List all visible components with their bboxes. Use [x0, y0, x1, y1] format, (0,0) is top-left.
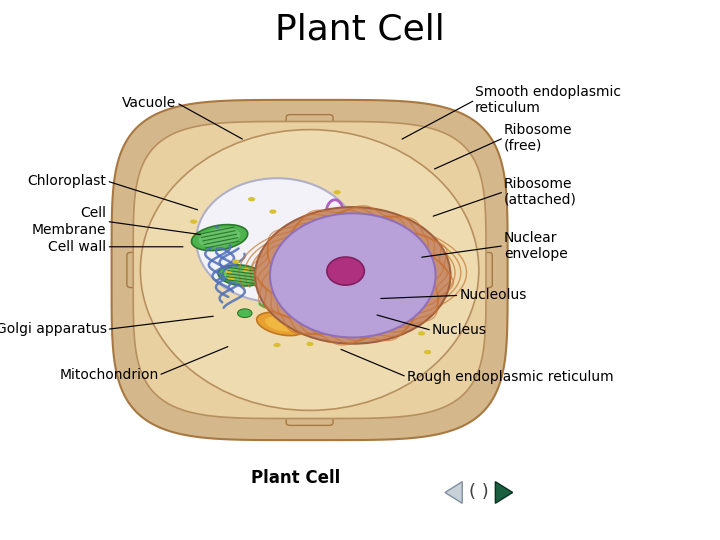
Ellipse shape — [308, 310, 347, 327]
Text: Golgi apparatus: Golgi apparatus — [0, 322, 107, 336]
Text: Cell wall: Cell wall — [48, 240, 107, 254]
Ellipse shape — [405, 251, 420, 260]
Polygon shape — [495, 482, 513, 503]
Text: Ribosome
(free): Ribosome (free) — [504, 123, 572, 153]
Ellipse shape — [327, 257, 364, 285]
Ellipse shape — [353, 293, 367, 301]
Ellipse shape — [352, 273, 359, 278]
Ellipse shape — [190, 219, 197, 224]
Ellipse shape — [402, 267, 423, 279]
Ellipse shape — [271, 272, 279, 276]
FancyBboxPatch shape — [464, 252, 492, 287]
Ellipse shape — [349, 290, 356, 294]
Text: Plant Cell: Plant Cell — [251, 469, 340, 487]
Ellipse shape — [399, 240, 419, 252]
Ellipse shape — [265, 316, 297, 332]
Ellipse shape — [408, 264, 423, 274]
Ellipse shape — [196, 178, 359, 302]
Ellipse shape — [346, 314, 360, 323]
Ellipse shape — [233, 259, 240, 264]
Ellipse shape — [238, 309, 252, 318]
Text: Mitochondrion: Mitochondrion — [59, 368, 158, 382]
Ellipse shape — [255, 207, 451, 344]
Ellipse shape — [405, 291, 421, 301]
Polygon shape — [112, 100, 508, 440]
Ellipse shape — [225, 269, 233, 274]
Text: Nucleus: Nucleus — [432, 323, 487, 338]
Polygon shape — [445, 482, 462, 503]
Ellipse shape — [224, 267, 258, 284]
Ellipse shape — [424, 350, 431, 354]
Ellipse shape — [326, 307, 333, 311]
Ellipse shape — [293, 293, 300, 298]
Ellipse shape — [248, 197, 255, 201]
Ellipse shape — [408, 278, 424, 287]
Ellipse shape — [228, 276, 235, 280]
FancyBboxPatch shape — [163, 368, 198, 394]
Polygon shape — [133, 122, 486, 418]
Text: Cell
Membrane: Cell Membrane — [32, 206, 107, 237]
FancyBboxPatch shape — [163, 146, 198, 172]
Text: Smooth endoplasmic
reticulum: Smooth endoplasmic reticulum — [475, 85, 621, 115]
FancyBboxPatch shape — [287, 404, 333, 426]
Ellipse shape — [379, 300, 387, 305]
Ellipse shape — [243, 268, 250, 272]
Ellipse shape — [402, 253, 422, 265]
Ellipse shape — [342, 285, 356, 293]
FancyBboxPatch shape — [421, 368, 456, 394]
Ellipse shape — [400, 280, 420, 292]
Ellipse shape — [437, 261, 444, 266]
Ellipse shape — [192, 225, 248, 251]
FancyBboxPatch shape — [287, 114, 333, 136]
Text: Chloroplast: Chloroplast — [27, 174, 107, 188]
Ellipse shape — [289, 229, 297, 233]
Text: Ribosome
(attached): Ribosome (attached) — [504, 177, 577, 207]
Ellipse shape — [333, 190, 341, 194]
Text: Nuclear
envelope: Nuclear envelope — [504, 231, 568, 261]
Ellipse shape — [274, 343, 281, 347]
Ellipse shape — [269, 210, 276, 214]
Ellipse shape — [256, 313, 305, 335]
FancyBboxPatch shape — [127, 252, 156, 287]
FancyBboxPatch shape — [421, 146, 456, 172]
Ellipse shape — [218, 265, 264, 286]
Ellipse shape — [306, 342, 313, 346]
Ellipse shape — [199, 228, 240, 247]
Text: ( ): ( ) — [469, 483, 489, 502]
Ellipse shape — [355, 215, 362, 220]
Ellipse shape — [315, 313, 341, 325]
Ellipse shape — [312, 225, 320, 229]
Text: Vacuole: Vacuole — [122, 96, 176, 110]
Ellipse shape — [270, 213, 436, 338]
Text: Rough endoplasmic reticulum: Rough endoplasmic reticulum — [407, 370, 613, 384]
Text: Plant Cell: Plant Cell — [275, 13, 445, 46]
Ellipse shape — [418, 331, 425, 335]
Ellipse shape — [140, 130, 479, 410]
Text: Nucleolus: Nucleolus — [459, 288, 527, 302]
